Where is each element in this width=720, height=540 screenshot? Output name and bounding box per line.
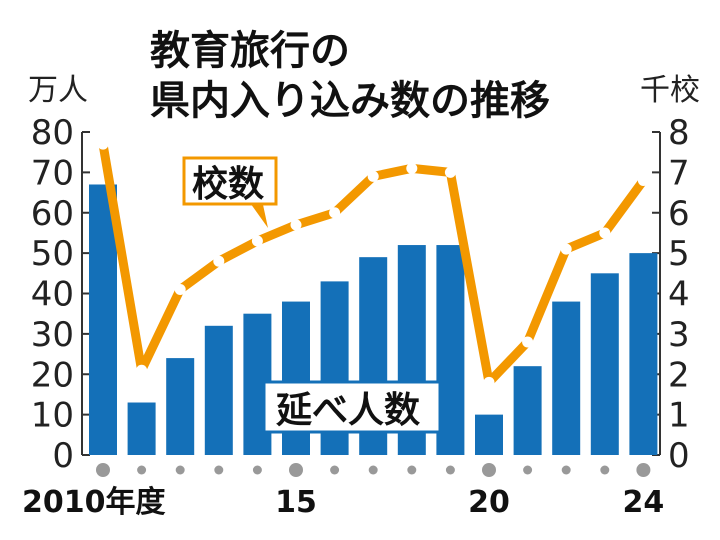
left-tick-label: 50: [31, 234, 74, 274]
line-point: [637, 174, 649, 186]
left-tick-label: 40: [31, 275, 74, 315]
bar: [89, 184, 117, 456]
chart-title-line-1: 教育旅行の: [150, 28, 350, 74]
x-tick-label: 2010年度: [22, 485, 166, 520]
x-tick-dot: [252, 465, 262, 475]
bar: [127, 402, 156, 455]
bar: [552, 301, 581, 455]
x-tick-dot: [137, 465, 147, 475]
right-tick-label: 8: [668, 113, 690, 153]
line-label-box: [182, 156, 278, 206]
left-tick-label: 70: [31, 153, 74, 193]
line-point: [560, 243, 572, 255]
line-series: [97, 138, 649, 388]
line-point: [483, 376, 495, 388]
left-tick-label: 10: [31, 396, 74, 436]
line-point: [174, 283, 186, 295]
right-tick-label: 6: [668, 194, 690, 234]
line-point: [406, 162, 418, 174]
right-tick-label: 7: [668, 153, 690, 193]
x-tick-dot: [636, 463, 651, 477]
bar: [475, 414, 503, 455]
x-tick-dot: [96, 463, 110, 477]
chart-title-line-2: 県内入り込み数の推移: [150, 78, 550, 124]
bar-series-label: 延べ人数: [262, 380, 442, 434]
left-tick-label: 0: [52, 436, 74, 476]
line-point: [522, 336, 534, 348]
line-point: [213, 255, 225, 267]
x-tick-dot: [407, 465, 417, 475]
x-tick-dot: [368, 465, 378, 475]
right-tick-label: 2: [668, 355, 690, 395]
x-axis: 2010年度 15 20 24: [22, 463, 664, 520]
x-tick-dot: [175, 465, 185, 475]
x-tick-dot: [482, 463, 496, 477]
left-tick-label: 20: [31, 355, 74, 395]
x-tick-dot: [445, 465, 455, 475]
x-tick-label: 20: [468, 485, 510, 520]
line-label-pointer: [248, 200, 268, 228]
bar: [204, 325, 233, 455]
x-tick-dot: [289, 463, 303, 477]
line-label-text: 校数: [192, 164, 264, 205]
right-tick-label: 5: [668, 234, 690, 274]
line-point: [97, 138, 109, 150]
left-tick-label: 80: [31, 113, 74, 153]
line-point: [599, 227, 611, 239]
right-tick-label: 3: [668, 315, 690, 355]
left-axis-unit: 万人: [28, 73, 88, 108]
left-tick-label: 60: [31, 194, 74, 234]
right-axis-unit: 千校: [640, 73, 700, 108]
x-tick-dot: [600, 465, 610, 475]
line-series-label: 校数: [182, 156, 278, 228]
x-tick-dot: [523, 465, 533, 475]
bar-label-text: 延べ人数: [276, 390, 420, 431]
line-point: [136, 364, 148, 376]
right-tick-label: 0: [668, 436, 690, 476]
bar: [590, 273, 619, 455]
bar-label-box: [262, 380, 442, 434]
right-tick-label: 4: [668, 275, 690, 315]
line-point: [367, 170, 379, 182]
left-tick-label: 30: [31, 315, 74, 355]
right-tick-label: 1: [668, 396, 690, 436]
x-tick-label: 15: [275, 485, 317, 520]
bar: [166, 358, 195, 455]
bar: [629, 253, 658, 455]
line-point: [251, 235, 263, 247]
bar: [513, 366, 542, 455]
line-point: [290, 219, 302, 231]
x-tick-dot: [330, 465, 340, 475]
x-tick-dot: [214, 465, 224, 475]
x-tick-label: 24: [623, 485, 665, 520]
line-point: [444, 166, 456, 178]
x-tick-dot: [561, 465, 571, 475]
line-point: [329, 207, 341, 219]
